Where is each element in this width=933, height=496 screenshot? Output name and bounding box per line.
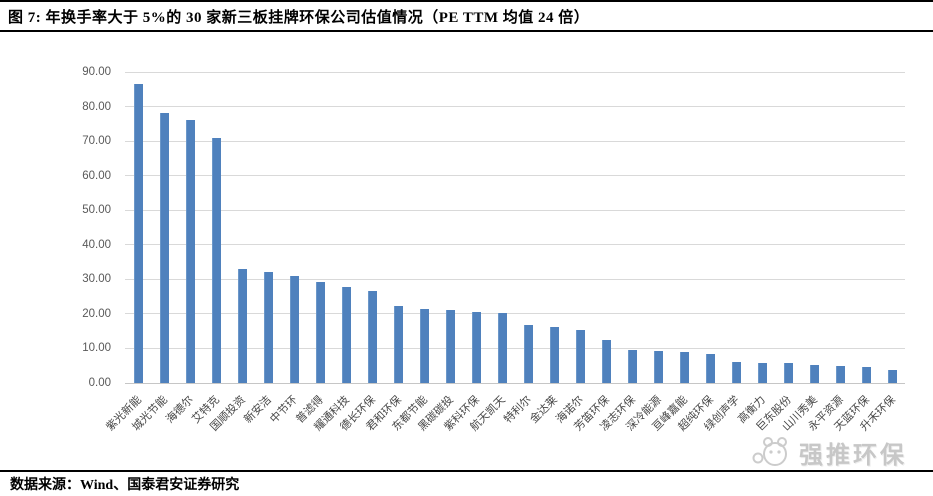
- gridline: [125, 278, 905, 280]
- chart-bar: [887, 370, 897, 383]
- y-tick-label: 20.00: [82, 307, 111, 320]
- chart-bar: [393, 305, 403, 383]
- y-tick-label: 60.00: [82, 169, 111, 182]
- y-tick-label: 90.00: [82, 66, 111, 78]
- chart-bar: [445, 310, 455, 383]
- panda-logo-icon: [752, 436, 787, 466]
- watermark-text: 强推环保: [799, 443, 907, 469]
- gridline: [125, 175, 905, 177]
- chart-bar: [783, 362, 793, 383]
- chart-bar: [601, 340, 611, 383]
- chart-bar: [705, 353, 715, 383]
- chart-bar: [419, 308, 429, 383]
- gridline: [125, 106, 905, 108]
- chart-bar: [289, 275, 299, 383]
- chart-bar: [835, 366, 845, 383]
- chart-bar: [263, 271, 273, 383]
- data-source: 数据来源：Wind、国泰君安证券研究: [10, 474, 239, 494]
- chart-bar: [549, 327, 559, 383]
- chart-bar: [315, 281, 325, 383]
- chart-bar: [523, 325, 533, 383]
- chart-bar: [211, 138, 221, 383]
- chart-bar: [159, 112, 169, 383]
- y-tick-label: 30.00: [82, 273, 111, 286]
- footer-divider: [0, 470, 933, 472]
- figure-title-text: 图 7: 年换手率大于 5%的 30 家新三板挂牌环保公司估值情况（PE TTM…: [8, 9, 590, 26]
- chart-bar: [471, 311, 481, 383]
- watermark: 强推环保: [752, 435, 907, 470]
- y-tick-label: 50.00: [82, 204, 111, 217]
- chart-bar: [627, 349, 637, 383]
- gridline: [125, 209, 905, 211]
- gridline: [125, 71, 905, 73]
- chart-bar: [679, 351, 689, 383]
- gridline: [125, 140, 905, 142]
- gridline: [125, 313, 905, 315]
- bar-chart: 0.00 10.00 20.00 30.00 40.00 50.00 60.00 70.00 8…: [0, 32, 933, 462]
- y-tick-label: 10.00: [82, 342, 111, 355]
- chart-bar: [653, 351, 663, 383]
- chart-bar: [133, 84, 143, 383]
- gridline: [125, 244, 905, 246]
- chart-bar: [185, 119, 195, 383]
- data-source-text: 数据来源：Wind、国泰君安证券研究: [10, 478, 240, 493]
- chart-bar: [367, 291, 377, 383]
- y-tick-label: 70.00: [82, 135, 111, 148]
- chart-bar: [237, 268, 247, 383]
- chart-bar: [861, 367, 871, 383]
- y-tick-label: 0.00: [88, 377, 111, 389]
- figure-title: 图 7: 年换手率大于 5%的 30 家新三板挂牌环保公司估值情况（PE TTM…: [0, 2, 933, 32]
- chart-bar: [575, 329, 585, 383]
- gridline: [125, 382, 905, 384]
- chart-bar: [731, 361, 741, 383]
- y-tick-label: 80.00: [82, 100, 111, 113]
- chart-bar: [757, 362, 767, 383]
- y-tick-label: 40.00: [82, 238, 111, 251]
- chart-bar: [341, 286, 351, 383]
- gridline: [125, 347, 905, 349]
- chart-bar: [809, 364, 819, 383]
- chart-bar: [497, 313, 507, 383]
